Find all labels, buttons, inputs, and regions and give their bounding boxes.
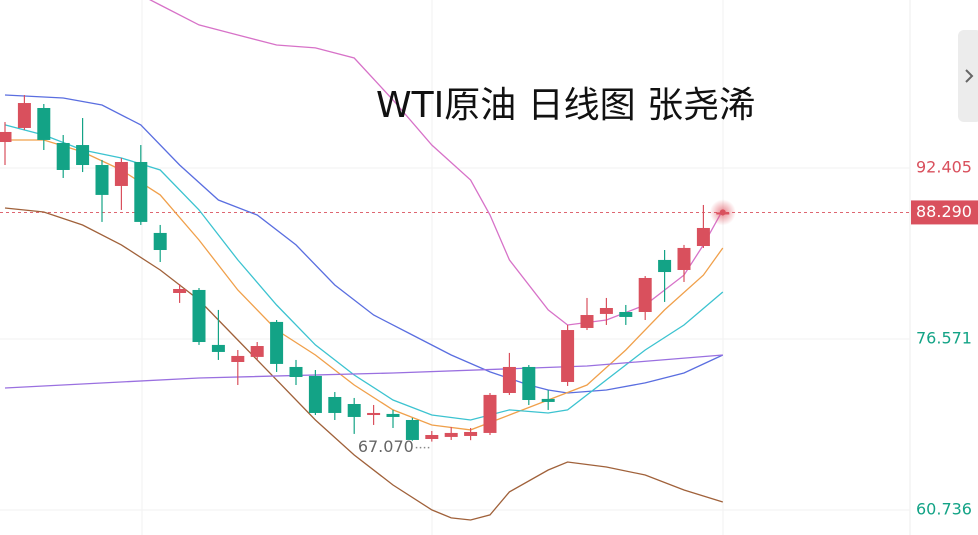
candle-body <box>250 346 264 357</box>
last-price-dot <box>719 209 726 216</box>
candle-body <box>308 375 322 413</box>
candle-body <box>444 432 458 437</box>
last-price-box <box>911 200 978 225</box>
candle-body <box>658 259 672 273</box>
candle-body <box>76 145 90 166</box>
candle-body <box>522 366 536 401</box>
candle-body <box>270 321 284 364</box>
candle-body <box>114 161 128 186</box>
y-tick-label: 92.405 <box>916 157 972 176</box>
side-toggle-icon <box>965 69 974 83</box>
candle-body <box>580 315 594 328</box>
candle-body <box>56 142 70 170</box>
candle-body <box>211 344 225 352</box>
candle-body <box>192 289 206 343</box>
y-tick-label: 60.736 <box>916 499 972 518</box>
chart-title: WTI原油 日线图 张尧浠 <box>376 85 755 126</box>
candle-body <box>0 131 12 143</box>
indicator-line <box>4 354 723 389</box>
candle-body <box>289 366 303 378</box>
candle-body <box>502 366 516 393</box>
side-toggle[interactable] <box>958 30 978 122</box>
candle-body <box>134 161 148 222</box>
indicator-line <box>5 139 724 431</box>
candle-body <box>638 277 652 312</box>
candle-body <box>328 396 342 413</box>
candle-body <box>153 232 167 251</box>
candle-body <box>17 103 31 128</box>
candle-body <box>541 398 555 402</box>
candle-body <box>37 107 51 140</box>
candle-body <box>425 434 439 439</box>
indicator-line <box>4 207 723 521</box>
candle-body <box>696 227 710 247</box>
candle-body <box>95 165 109 195</box>
candle-body <box>367 412 381 416</box>
candle-body <box>619 311 633 317</box>
candle-body <box>677 247 691 270</box>
low-marker-label: 67.070 <box>358 437 414 456</box>
indicator-line <box>4 94 724 394</box>
indicator-line <box>4 124 724 421</box>
candle-body <box>561 330 575 382</box>
candles <box>0 95 736 442</box>
candle-body <box>464 431 478 436</box>
candle-body <box>405 419 419 440</box>
last-price-label: 88.290 <box>916 202 972 221</box>
candle-body <box>347 404 361 417</box>
candle-body <box>173 288 187 293</box>
candle-body <box>483 394 497 433</box>
candle-body <box>599 307 613 314</box>
grid <box>0 167 910 511</box>
candle-body <box>386 413 400 417</box>
y-tick-label: 76.571 <box>916 328 972 347</box>
price-axis: 60.736 76.571 92.405 88.290 67.070 <box>358 157 978 518</box>
candle-body <box>231 355 245 362</box>
